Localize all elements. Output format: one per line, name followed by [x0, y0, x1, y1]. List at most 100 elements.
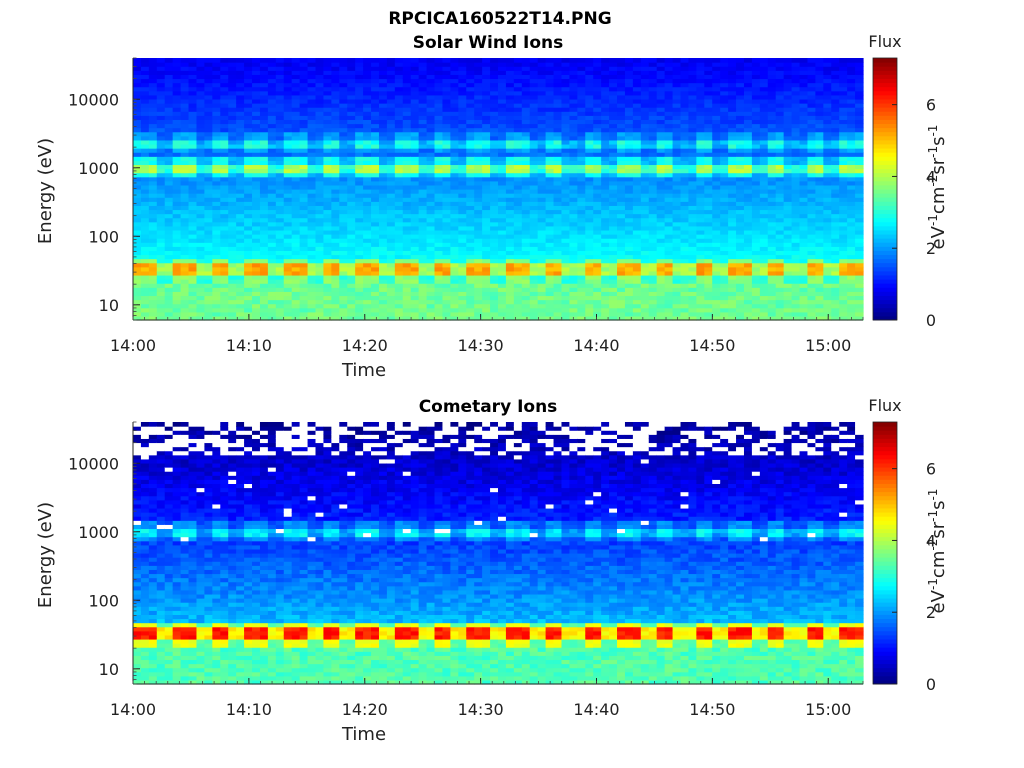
heatmap-cell — [133, 209, 142, 215]
heatmap-cell — [537, 103, 547, 108]
heatmap-cell — [228, 201, 237, 206]
heatmap-cell — [339, 143, 348, 149]
figure-title: RPCICA160522T14.PNG — [388, 9, 611, 29]
heatmap-cell — [410, 217, 420, 223]
heatmap-cell — [648, 176, 658, 182]
heatmap-cell — [228, 209, 237, 215]
heatmap-cell — [204, 246, 213, 251]
heatmap-cell — [505, 135, 515, 141]
heatmap-cell — [339, 234, 348, 239]
heatmap-cell — [267, 115, 277, 120]
heatmap-cell — [133, 184, 142, 190]
heatmap-cell — [386, 103, 396, 108]
heatmap-cell — [601, 148, 610, 153]
heatmap-cell — [172, 62, 182, 67]
heatmap-cell — [339, 148, 348, 153]
heatmap-cell — [244, 250, 253, 256]
heatmap-cell — [402, 291, 412, 297]
heatmap-cell — [267, 303, 277, 309]
heatmap-cell — [640, 197, 650, 202]
heatmap-cell — [196, 94, 206, 100]
heatmap-cell — [640, 160, 650, 166]
heatmap-cell — [339, 238, 348, 243]
heatmap-cell — [133, 315, 142, 321]
heatmap-cell — [418, 66, 428, 71]
heatmap-cell — [402, 197, 412, 202]
heatmap-cell — [553, 279, 563, 284]
heatmap-cell — [450, 205, 459, 211]
heatmap-cell — [561, 205, 571, 211]
heatmap-cell — [212, 283, 221, 288]
heatmap-cell — [252, 315, 261, 321]
heatmap-cell — [196, 58, 206, 63]
heatmap-cell — [307, 180, 317, 186]
heatmap-cell — [410, 250, 420, 256]
heatmap-cell — [228, 197, 237, 202]
heatmap-cell — [275, 131, 285, 137]
heatmap-cell — [315, 66, 325, 71]
heatmap-cell — [743, 209, 753, 215]
heatmap-cell — [164, 266, 174, 272]
heatmap-cell — [490, 98, 499, 104]
heatmap-cell — [386, 156, 396, 161]
heatmap-cell — [704, 103, 713, 108]
heatmap-cell — [450, 283, 459, 288]
heatmap-cell — [640, 209, 650, 215]
heatmap-cell — [307, 246, 317, 251]
heatmap-cell — [188, 160, 198, 166]
heatmap-cell — [299, 148, 309, 153]
heatmap-cell — [466, 152, 475, 157]
heatmap-cell — [593, 66, 602, 71]
heatmap-cell — [394, 217, 404, 223]
heatmap-cell — [672, 115, 682, 120]
heatmap-cell — [712, 201, 721, 206]
heatmap-cell — [363, 283, 372, 288]
heatmap-cell — [291, 164, 301, 170]
heatmap-cell — [148, 287, 158, 292]
heatmap-cell — [688, 234, 697, 239]
heatmap-cell — [212, 184, 221, 190]
heatmap-cell — [283, 78, 293, 84]
heatmap-cell — [664, 287, 674, 292]
heatmap-cell — [672, 131, 682, 137]
heatmap-cell — [291, 123, 301, 129]
heatmap-cell — [450, 139, 459, 145]
heatmap-cell — [204, 238, 213, 243]
heatmap-cell — [521, 176, 531, 182]
heatmap-cell — [672, 58, 682, 63]
heatmap-cell — [537, 78, 547, 84]
heatmap-cell — [672, 119, 682, 125]
heatmap-cell — [339, 303, 348, 309]
heatmap-cell — [299, 86, 309, 92]
heatmap-cell — [402, 217, 412, 223]
heatmap-cell — [236, 152, 245, 157]
heatmap-cell — [196, 295, 206, 301]
heatmap-cell — [553, 78, 563, 84]
heatmap-cell — [228, 287, 237, 292]
heatmap-cell — [577, 262, 586, 268]
heatmap-cell — [220, 164, 229, 170]
heatmap-cell — [386, 197, 396, 202]
heatmap-cell — [299, 193, 309, 198]
heatmap-cell — [378, 221, 388, 227]
heatmap-cell — [736, 90, 745, 96]
heatmap-cell — [545, 98, 555, 104]
heatmap-cell — [529, 156, 539, 161]
heatmap-cell — [585, 123, 594, 129]
heatmap-cell — [672, 307, 682, 313]
heatmap-cell — [617, 189, 626, 194]
heatmap-cell — [529, 209, 539, 215]
heatmap-cell — [339, 299, 348, 305]
heatmap-cell — [601, 180, 610, 186]
heatmap-cell — [434, 152, 444, 157]
heatmap-cell — [505, 184, 515, 190]
heatmap-cell — [617, 225, 626, 231]
heatmap-cell — [220, 303, 229, 309]
heatmap-cell — [339, 221, 348, 227]
heatmap-cell — [180, 307, 190, 313]
heatmap-cell — [442, 254, 451, 260]
heatmap-cell — [537, 148, 547, 153]
heatmap-cell — [315, 201, 325, 206]
heatmap-cell — [371, 315, 380, 321]
heatmap-cell — [672, 262, 682, 268]
